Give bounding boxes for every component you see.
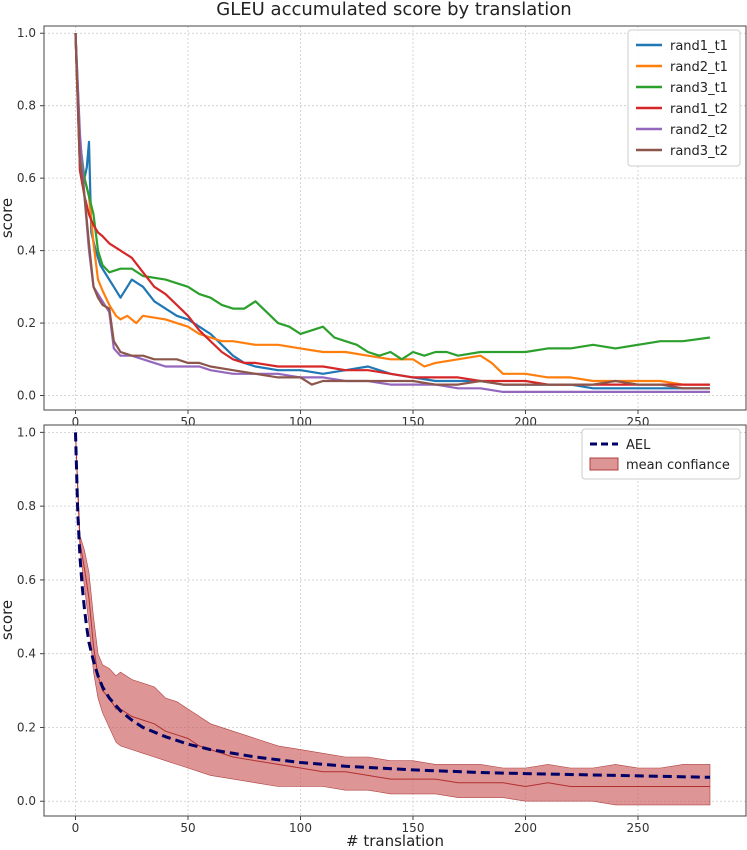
- panel-bottom-ael: 0.0 0.2 0.4 0.6 0.8 1.0 0 50 100 150 200 250 score…: [0, 424, 747, 850]
- bottom-ytick-label: 0.6: [17, 573, 36, 587]
- panel-top-gleu: GLEU accumulated score by translation 0.…: [0, 0, 747, 429]
- x-axis-label: # translation: [346, 832, 444, 850]
- legend-top: rand1_t1 rand2_t1 rand3_t1 rand1_t2 rand2_t2…: [627, 29, 741, 167]
- top-ytick-label: 0.2: [17, 316, 36, 330]
- chart-title: GLEU accumulated score by translation: [216, 0, 571, 20]
- legend-label-rand3_t2: rand3_t2: [670, 144, 728, 159]
- bottom-xtick-label: 150: [402, 821, 425, 835]
- confidance-band: [75, 432, 711, 806]
- legend-label-ael: AEL: [626, 438, 651, 453]
- top-ytick-label: 0.8: [17, 99, 36, 113]
- legend-label-rand1_t2: rand1_t2: [670, 102, 728, 117]
- bottom-xtick-label: 200: [514, 821, 537, 835]
- bottom-ytick-label: 0.8: [17, 499, 36, 513]
- bottom-xtick-label: 100: [289, 821, 312, 835]
- series-line-rand2_t1: [74, 33, 710, 386]
- top-ytick-label: 1.0: [17, 26, 36, 40]
- legend-label-band: mean confiance: [626, 458, 730, 473]
- plot-area-bottom: [44, 425, 746, 816]
- legend-top-box: [627, 29, 741, 167]
- legend-label-rand2_t2: rand2_t2: [670, 123, 728, 138]
- legend-bottom: AEL mean confiance: [581, 428, 741, 480]
- bottom-ytick-label: 0.2: [17, 720, 36, 734]
- series-line-rand3_t2: [74, 33, 710, 390]
- top-ytick-label: 0.6: [17, 171, 36, 185]
- legend-label-rand2_t1: rand2_t1: [670, 60, 728, 75]
- top-ytick-label: 0.0: [17, 389, 36, 403]
- legend-label-rand3_t1: rand3_t1: [670, 81, 728, 96]
- bottom-xtick-label: 250: [627, 821, 650, 835]
- plot-frame-bottom: [43, 424, 747, 817]
- series-line-rand3_t1: [74, 33, 711, 361]
- bottom-ytick-label: 0.4: [17, 647, 36, 661]
- top-ytick-label: 0.4: [17, 244, 36, 258]
- plot-frame-top: [43, 25, 747, 411]
- bottom-xtick-label: 50: [180, 821, 195, 835]
- bottom-ytick-label: 1.0: [17, 425, 36, 439]
- y-axis-label-bottom: score: [0, 600, 16, 640]
- ael-line: [74, 432, 711, 779]
- legend-label-rand1_t1: rand1_t1: [670, 39, 728, 54]
- legend-bottom-box: [581, 428, 741, 480]
- bottom-ytick-label: 0.0: [17, 794, 36, 808]
- bottom-xtick-label: 0: [72, 821, 80, 835]
- top-xtick-label: 0: [72, 415, 80, 429]
- confidance-mean-line: [75, 432, 710, 788]
- y-axis-label-top: score: [0, 198, 16, 238]
- legend-swatch-band: [589, 457, 619, 471]
